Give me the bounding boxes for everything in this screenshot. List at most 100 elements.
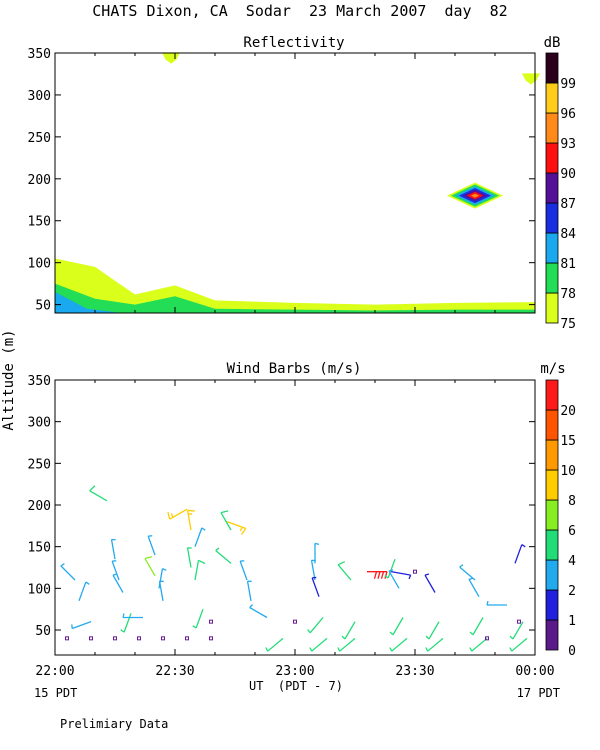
wind-barb-flag	[380, 571, 385, 579]
reflectivity-y-tick-label: 250	[28, 131, 51, 146]
wind-barb	[341, 621, 356, 640]
wind-barb-half-flag	[389, 631, 394, 636]
x-tick-label: 23:30	[395, 664, 434, 679]
wind-barbs-plot-area	[60, 485, 528, 652]
wind-barb-half-flag	[469, 647, 473, 652]
wind-barb-half-flag	[170, 513, 174, 518]
reflectivity-colorbar-unit: dB	[544, 35, 561, 51]
wind-barb	[486, 600, 507, 606]
wind-barb	[469, 637, 488, 652]
wind-barb-half-flag	[469, 631, 474, 636]
reflectivity-colorbar: 75 78 81 84 87 90 93 96 99	[545, 52, 576, 332]
wind-barb-half-flag	[425, 635, 430, 640]
wind-barb	[424, 573, 436, 593]
wind-barb	[192, 608, 204, 629]
wind-barb-shaft	[472, 617, 484, 636]
wind-barbs-colorbar-swatch	[545, 529, 559, 561]
wind-barb-flag	[384, 571, 388, 579]
wind-barb	[246, 580, 252, 601]
wind-barb	[389, 617, 404, 636]
calm-wind-marker	[137, 636, 141, 641]
reflectivity-colorbar-swatch	[545, 142, 559, 174]
reflectivity-contour-81	[55, 292, 115, 313]
wind-barbs-colorbar-label: 6	[568, 524, 576, 539]
wind-barb-half-flag	[389, 647, 393, 652]
wind-barb-shaft	[468, 579, 480, 597]
reflectivity-colorbar-label: 81	[560, 257, 576, 272]
wind-barbs-colorbar-swatch	[545, 589, 559, 621]
wind-barb-shaft	[194, 560, 200, 581]
wind-barb-half-flag	[341, 635, 346, 640]
calm-wind-marker	[185, 636, 189, 641]
wind-barb-half-flag	[388, 569, 394, 572]
wind-barbs-colorbar-label: 2	[568, 584, 576, 599]
reflectivity-y-tick-label: 300	[28, 89, 51, 104]
wind-barbs-colorbar-label: 20	[560, 404, 576, 419]
wind-barb-shaft	[194, 527, 203, 547]
wind-barb-half-flag	[424, 573, 430, 576]
reflectivity-x-axis	[54, 53, 536, 313]
wind-barbs-colorbar-label: 4	[568, 554, 576, 569]
reflectivity-colorbar-label: 90	[560, 167, 576, 182]
reflectivity-contour-78	[55, 283, 535, 313]
wind-barbs-y-tick-label: 250	[28, 457, 51, 472]
wind-barb-half-flag	[337, 647, 341, 652]
wind-barb-shaft	[471, 637, 488, 652]
wind-barb-shaft	[388, 570, 400, 589]
reflectivity-colorbar-swatch	[545, 82, 559, 114]
wind-barb-half-flag	[239, 526, 244, 532]
wind-barbs-colorbar-unit: m/s	[540, 361, 565, 377]
wind-barbs-frame	[54, 379, 536, 656]
wind-barb-half-flag	[521, 544, 526, 548]
reflectivity-y-tick-label: 350	[28, 47, 51, 62]
wind-barb	[337, 637, 356, 652]
wind-barb	[367, 571, 388, 579]
wind-barbs-colorbar-swatch	[545, 619, 559, 651]
wind-barb-shaft	[110, 539, 116, 560]
wind-barb-half-flag	[60, 563, 65, 567]
wind-barb-flag	[240, 528, 247, 535]
wind-barb-half-flag	[468, 577, 474, 580]
wind-barbs-title: Wind Barbs (m/s)	[227, 361, 362, 377]
wind-barb-shaft	[215, 549, 232, 564]
wind-barb-shaft	[186, 510, 192, 531]
wind-barb	[112, 573, 124, 593]
wind-barb-shaft	[169, 508, 188, 520]
wind-barb-shaft	[195, 608, 204, 629]
wind-barb-shaft	[112, 574, 124, 593]
wind-barb-shaft	[391, 637, 408, 652]
reflectivity-patch	[522, 73, 540, 85]
wind-barb	[215, 547, 232, 564]
reflectivity-colorbar-swatch	[545, 112, 559, 144]
reflectivity-ring-93	[471, 193, 479, 198]
wind-barb-half-flag	[309, 647, 313, 652]
wind-barb-half-flag	[408, 574, 412, 580]
wind-barb	[425, 637, 444, 652]
x-tick-label: 23:00	[275, 664, 314, 679]
wind-barb-half-flag	[192, 625, 197, 629]
wind-barb-shaft	[511, 637, 528, 652]
wind-barb-shaft	[392, 617, 404, 636]
wind-barb	[78, 581, 90, 602]
wind-barbs-y-tick-label: 150	[28, 541, 51, 556]
wind-barb	[468, 577, 480, 597]
wind-barb-half-flag	[509, 647, 513, 652]
wind-barb	[239, 560, 248, 581]
wind-barb-shaft	[226, 521, 247, 530]
reflectivity-feature	[522, 73, 540, 85]
wind-barbs-y-tick-label: 200	[28, 499, 51, 514]
wind-barb-shaft	[60, 565, 76, 581]
wind-barbs-colorbar-swatch	[545, 499, 559, 531]
reflectivity-y-tick-label: 200	[28, 173, 51, 188]
x-axis-label: UT (PDT - 7)	[249, 679, 343, 693]
wind-barb-shaft	[311, 577, 320, 597]
wind-barb	[309, 637, 328, 652]
wind-barb-shaft	[267, 637, 284, 652]
calm-wind-marker	[485, 636, 489, 641]
wind-barb-flag	[373, 571, 378, 579]
wind-barbs-colorbar-label: 10	[560, 464, 576, 479]
wind-barb	[122, 613, 143, 619]
wind-barb-half-flag	[249, 604, 254, 608]
reflectivity-colorbar-label: 87	[560, 197, 576, 212]
